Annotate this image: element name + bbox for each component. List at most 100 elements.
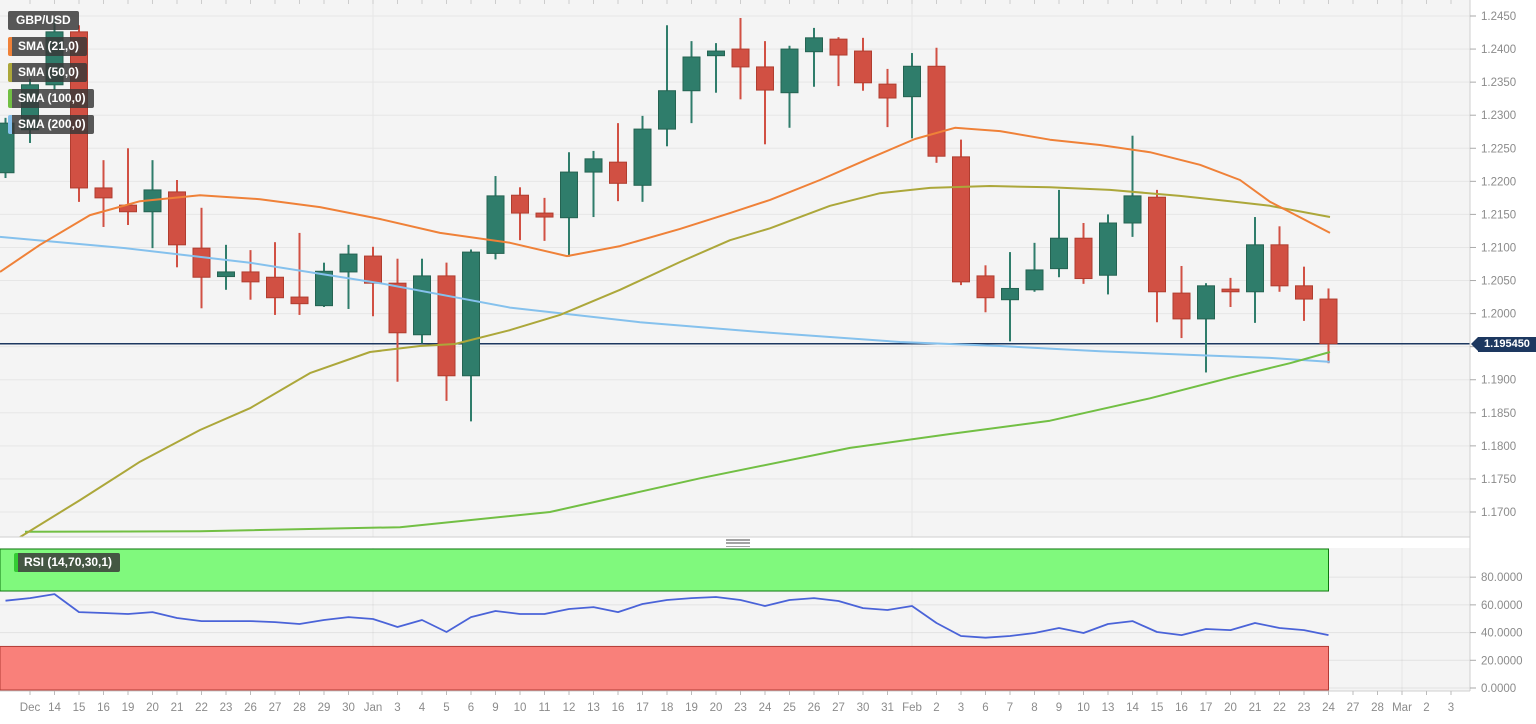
candle [878, 83, 897, 99]
candle [413, 275, 431, 336]
x-axis-label: 22 [1273, 702, 1286, 714]
candle [0, 122, 15, 174]
price-tick-label: 1.2050 [1481, 276, 1516, 288]
rsi-tick-label: 40.0000 [1481, 628, 1523, 640]
legend-rsi-label: RSI (14,70,30,1) [24, 555, 113, 569]
candle [805, 37, 823, 53]
candle [168, 191, 186, 246]
x-axis-label: 20 [146, 702, 159, 714]
x-axis-label: 21 [171, 702, 184, 714]
candle [1319, 298, 1338, 345]
price-tick-label: 1.2400 [1481, 44, 1516, 56]
legend-sma-21[interactable]: SMA (21,0) [8, 37, 87, 56]
x-axis-label: 12 [563, 702, 576, 714]
x-axis-label: 23 [734, 702, 747, 714]
sma-50-line [19, 185, 1331, 537]
sma-100-line [24, 351, 1331, 533]
candle [388, 282, 407, 334]
x-axis-label: 17 [636, 702, 649, 714]
x-axis-label: 18 [661, 702, 674, 714]
x-axis-label: 6 [982, 702, 988, 714]
price-tick-label: 1.2200 [1481, 176, 1516, 188]
rsi-tick-label: 20.0000 [1481, 655, 1523, 667]
candle [437, 275, 456, 377]
x-axis-label: Dec [20, 702, 41, 714]
x-axis-label: 8 [1031, 702, 1037, 714]
price-tick-label: 1.1750 [1481, 474, 1516, 486]
x-axis-label: 30 [342, 702, 355, 714]
legend-rsi[interactable]: RSI (14,70,30,1) [14, 553, 121, 572]
x-axis-label: 3 [958, 702, 964, 714]
candle [1295, 285, 1313, 300]
candle [1099, 222, 1117, 276]
price-tick-label: 1.2250 [1481, 143, 1516, 155]
x-axis-label: 16 [612, 702, 625, 714]
sma-200-line [0, 235, 1331, 363]
candle [731, 48, 750, 68]
x-axis-label: 10 [514, 702, 527, 714]
symbol-badge: GBP/USD [8, 11, 79, 30]
price-axis: 1.2450 1.2400 1.2350 1.2300 1.2250 1.2200 1.21… [1470, 11, 1516, 519]
legend-sma-100-label: SMA (100,0) [18, 91, 86, 105]
price-tick-label: 1.2100 [1481, 242, 1516, 254]
x-axis-label: 20 [1224, 702, 1237, 714]
x-axis-label: 27 [1347, 702, 1360, 714]
candle [903, 65, 921, 98]
x-axis-label: 14 [1126, 702, 1139, 714]
candle [658, 90, 676, 130]
x-axis-label: 20 [710, 702, 723, 714]
x-axis-label: 26 [808, 702, 821, 714]
x-axis-label: 26 [244, 702, 257, 714]
candle [707, 50, 725, 57]
x-axis-label: 15 [1151, 702, 1164, 714]
candle [927, 65, 946, 157]
price-tick-label: 1.1700 [1481, 507, 1516, 519]
x-axis-label: 23 [1298, 702, 1311, 714]
x-axis-label: 14 [48, 702, 61, 714]
rsi-tick-label: 0.0000 [1481, 683, 1516, 695]
x-axis-label: 2 [933, 702, 939, 714]
candle [1221, 288, 1240, 293]
x-axis-label: 28 [293, 702, 306, 714]
candle [1001, 287, 1019, 301]
rsi-oversold-zone [0, 645, 1329, 691]
candle [1270, 244, 1289, 287]
candle [462, 251, 480, 377]
main-panel[interactable] [0, 0, 1470, 537]
candle [633, 128, 652, 186]
candle [339, 253, 358, 273]
rsi-overbought-zone [0, 548, 1329, 592]
legend-sma-200-label: SMA (200,0) [18, 117, 86, 131]
candle [829, 38, 848, 56]
candle [756, 66, 774, 91]
candle [976, 275, 995, 299]
x-axis-label: 9 [1056, 702, 1062, 714]
candle [584, 158, 603, 173]
x-axis-label: 13 [1102, 702, 1115, 714]
candle [1148, 196, 1166, 293]
x-axis-label: 6 [468, 702, 474, 714]
sma-21-line [0, 126, 1331, 273]
x-axis-label: 10 [1077, 702, 1090, 714]
candle [560, 171, 578, 219]
x-axis-label: 19 [122, 702, 135, 714]
candle [486, 195, 505, 254]
x-axis-label: 3 [1448, 702, 1454, 714]
candlestick-series [0, 17, 1338, 422]
candle [609, 161, 627, 184]
x-axis-label: 17 [1200, 702, 1213, 714]
legend-sma-50[interactable]: SMA (50,0) [8, 63, 87, 82]
price-tick-label: 1.1800 [1481, 441, 1516, 453]
panel-resize-handle[interactable] [726, 539, 750, 547]
candle [266, 276, 284, 299]
x-axis-label: 5 [443, 702, 449, 714]
x-axis-label: 27 [832, 702, 845, 714]
x-axis-label: 28 [1371, 702, 1384, 714]
legend-sma-100[interactable]: SMA (100,0) [8, 89, 94, 108]
candle [241, 271, 260, 283]
candle [1197, 285, 1215, 320]
x-axis-label: Jan [364, 702, 383, 714]
legend-sma-200[interactable]: SMA (200,0) [8, 115, 94, 134]
